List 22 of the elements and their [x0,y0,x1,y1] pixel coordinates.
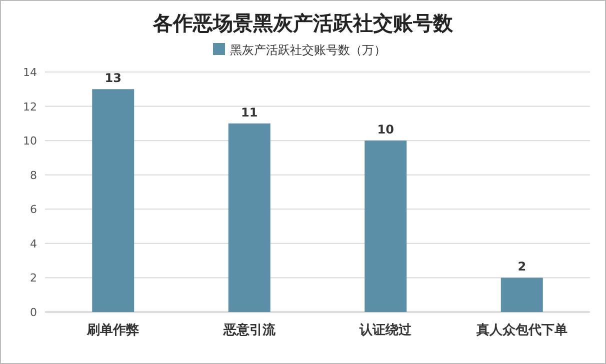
y-tick-label: 8 [30,168,37,182]
y-tick-label: 14 [23,66,37,79]
y-tick-label: 0 [30,306,37,319]
bar [500,278,543,312]
legend-label: 黑灰产活跃社交账号数（万） [230,43,386,57]
x-tick-label: 刷单作弊 [86,322,140,338]
x-tick-label: 认证绕过 [358,323,413,338]
data-label: 2 [518,260,526,274]
y-tick-label: 12 [23,100,37,114]
data-label: 13 [104,71,122,86]
y-tick-label: 6 [30,203,37,216]
data-label: 10 [377,122,394,137]
x-tick-label: 真人众包代下单 [475,322,568,338]
chart-title: 各作恶场景黑灰产活跃社交账号数 [152,11,454,35]
x-tick-label: 恶意引流 [222,322,276,338]
bar [228,123,270,312]
bar [92,89,134,312]
data-label: 11 [241,105,258,120]
y-tick-label: 4 [30,237,37,250]
y-tick-label: 10 [23,134,37,148]
bar [364,140,407,312]
y-tick-label: 2 [30,272,37,285]
